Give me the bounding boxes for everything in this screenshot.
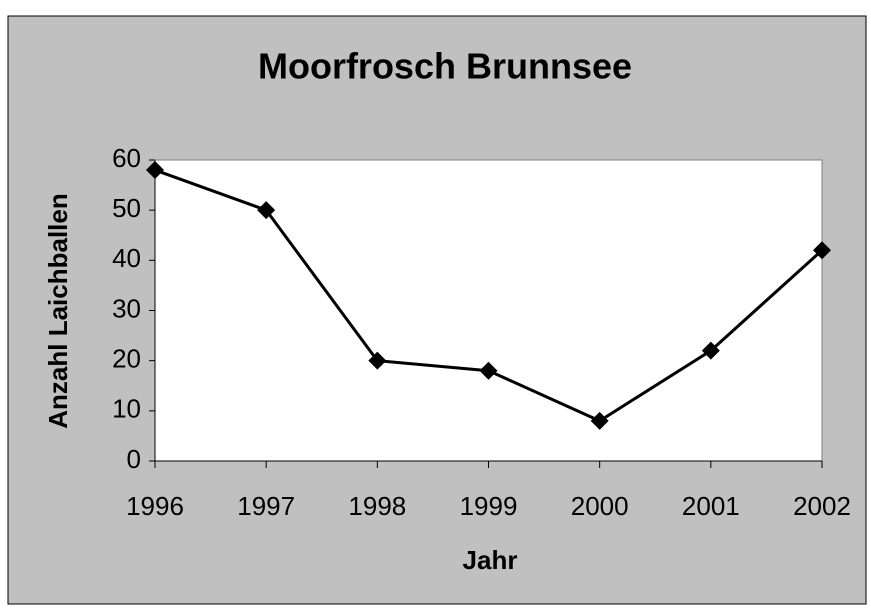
marker — [590, 411, 609, 430]
y-tick-label: 20 — [112, 344, 141, 374]
chart-title: Moorfrosch Brunnsee — [258, 46, 632, 87]
marker — [368, 351, 387, 370]
x-tick-label: 1996 — [126, 491, 184, 521]
y-tick-label: 40 — [112, 243, 141, 273]
x-tick-label: 1998 — [348, 491, 406, 521]
marker — [479, 361, 498, 380]
x-axis-label: Jahr — [463, 545, 518, 575]
y-tick-label: 10 — [112, 394, 141, 424]
y-tick-label: 50 — [112, 193, 141, 223]
y-axis-label: Anzahl Laichballen — [43, 193, 73, 429]
marker — [257, 201, 276, 220]
y-tick-label: 0 — [127, 444, 141, 474]
marker — [146, 161, 164, 180]
x-tick-label: 1999 — [460, 491, 518, 521]
x-tick-label: 1997 — [237, 491, 295, 521]
y-tick-label: 30 — [112, 293, 141, 323]
x-tick-label: 2002 — [793, 491, 851, 521]
x-tick-label: 2000 — [571, 491, 629, 521]
x-tick-label: 2001 — [682, 491, 740, 521]
marker — [813, 241, 831, 260]
y-tick-label: 60 — [112, 143, 141, 173]
marker — [701, 341, 720, 360]
